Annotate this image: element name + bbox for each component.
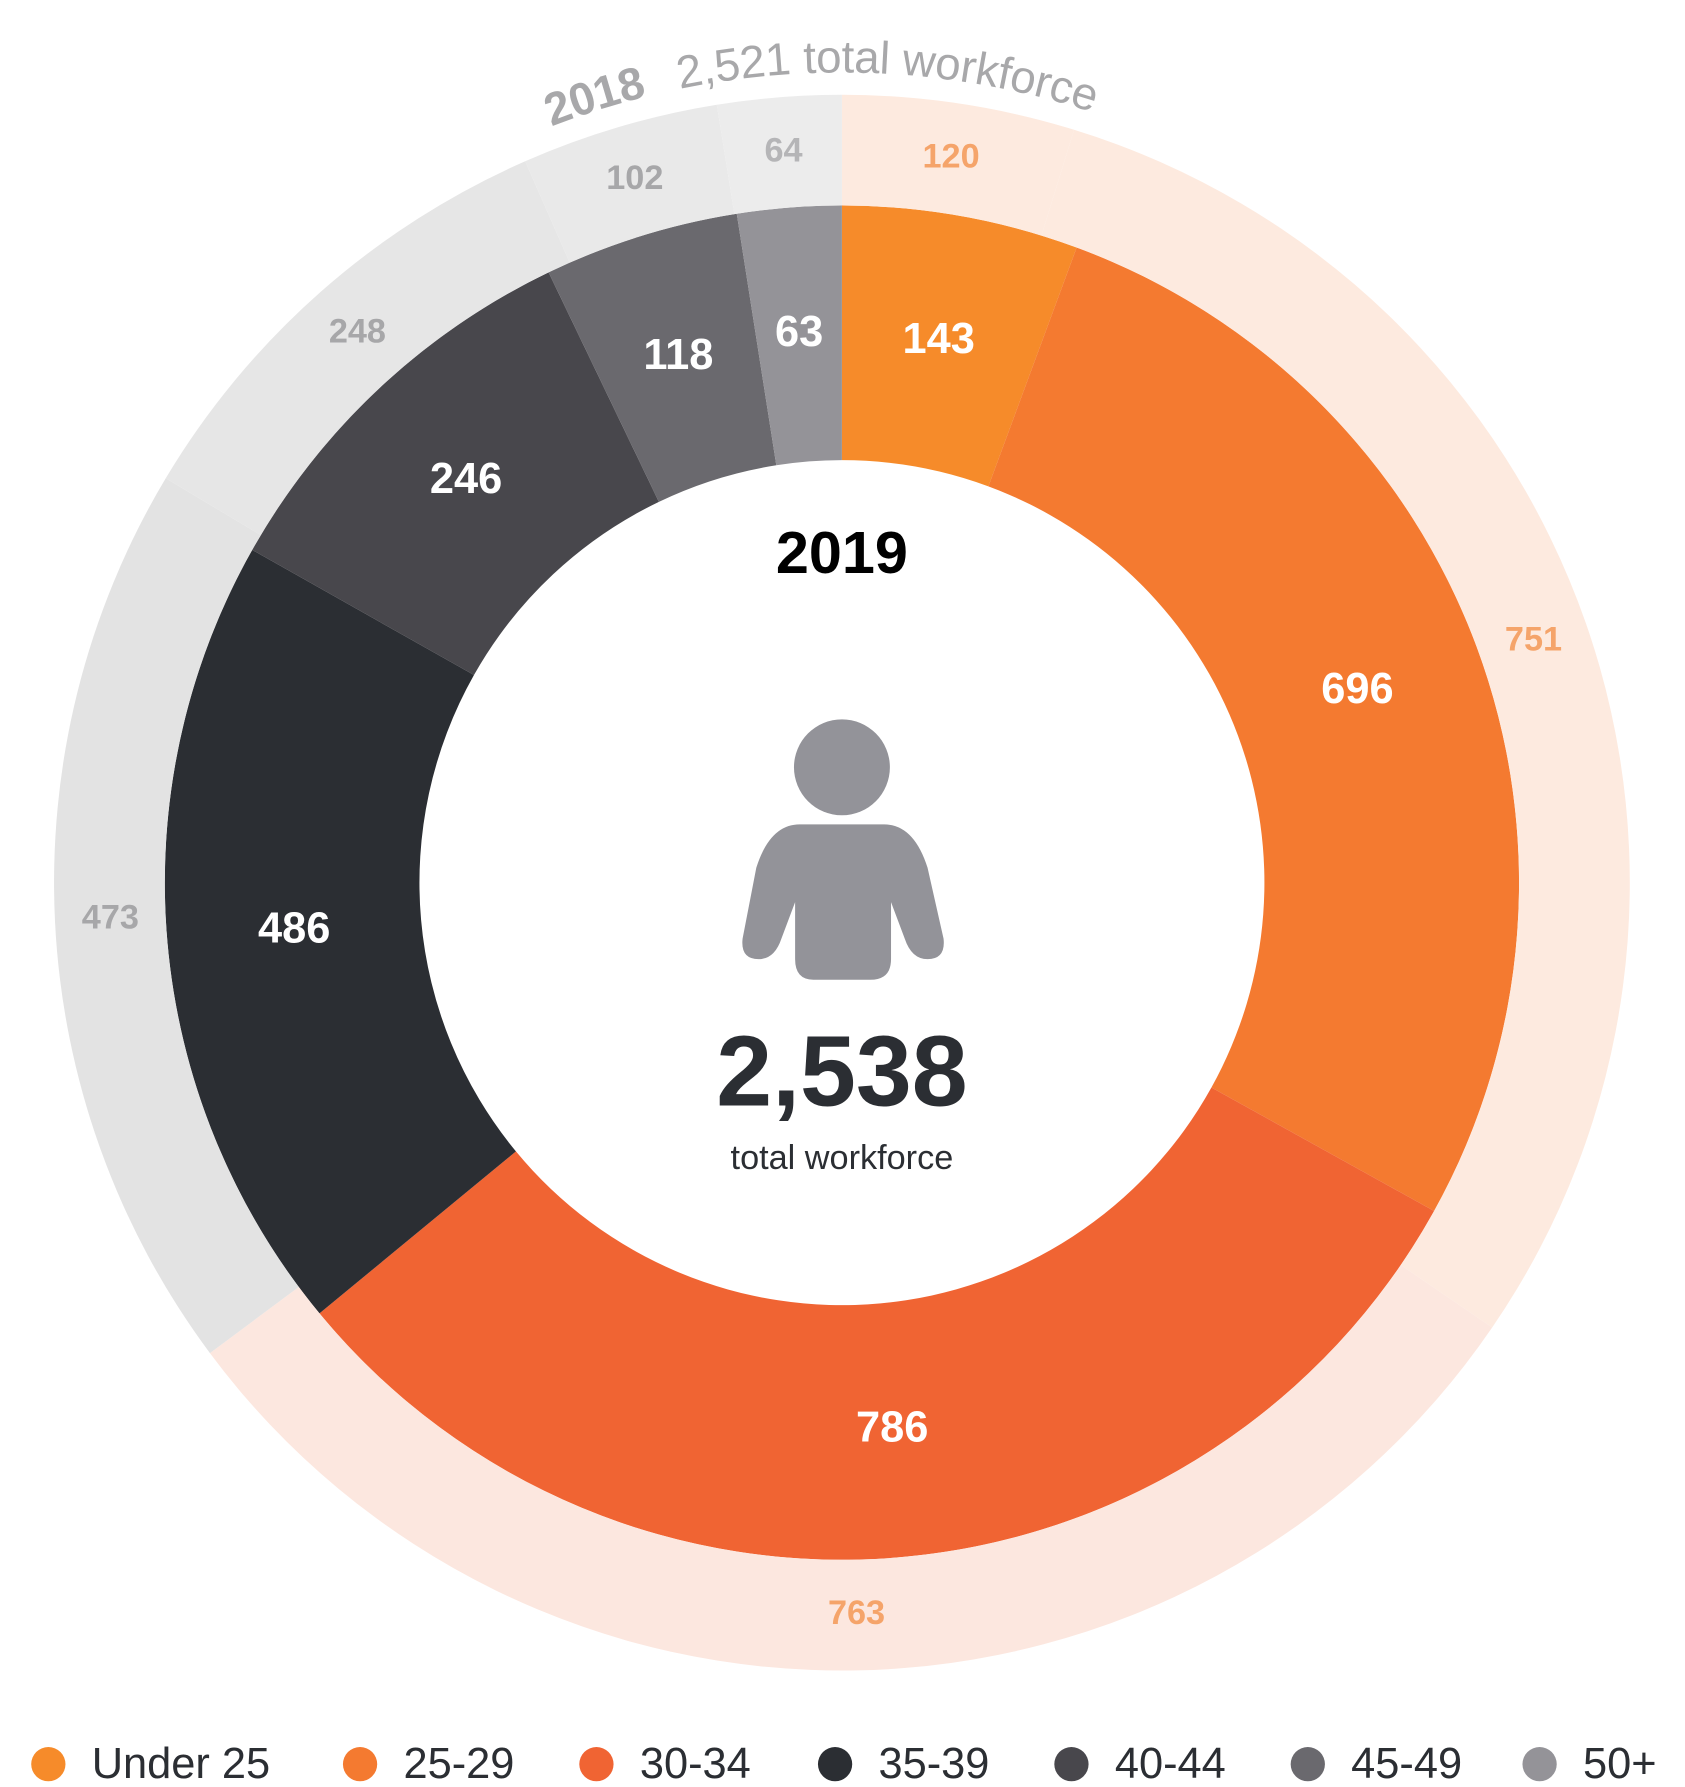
total-caption: total workforce — [731, 1139, 954, 1177]
segment-label: 696 — [1321, 665, 1393, 713]
segment-label: 763 — [828, 1594, 885, 1632]
legend-swatch — [1054, 1747, 1089, 1782]
legend-label: 40-44 — [1115, 1740, 1226, 1787]
segment-label: 786 — [856, 1404, 928, 1452]
segment — [841, 94, 1075, 236]
legend-swatch — [31, 1747, 66, 1782]
legend-label: 50+ — [1583, 1740, 1657, 1787]
segment — [988, 247, 1520, 1211]
segment — [716, 94, 842, 215]
segment — [548, 213, 777, 502]
segment — [319, 1087, 1435, 1560]
segment-label: 143 — [903, 315, 975, 363]
inner-year: 2019 — [776, 519, 908, 586]
legend-swatch — [579, 1747, 614, 1782]
segment-label: 64 — [765, 132, 803, 170]
legend-label: 35-39 — [878, 1740, 989, 1787]
segment-label: 63 — [775, 308, 823, 356]
segment — [736, 205, 842, 466]
person-icon — [742, 719, 944, 980]
total: 2,538 — [716, 1016, 967, 1128]
legend-swatch — [1290, 1747, 1325, 1782]
legend-swatch — [817, 1747, 853, 1782]
legend: Under 25 25-29 30-34 35-39 40-44 45-49 50+ — [31, 1740, 1657, 1787]
segment-label: 246 — [430, 455, 502, 503]
legend-swatch — [1522, 1747, 1557, 1782]
legend-label: Under 25 — [92, 1740, 270, 1787]
segment — [165, 161, 570, 536]
legend-label: 45-49 — [1351, 1740, 1462, 1787]
segment-label: 486 — [258, 904, 330, 952]
legend-label: 25-29 — [403, 1740, 514, 1787]
segment — [252, 272, 659, 676]
segment — [525, 104, 735, 263]
segment-label: 248 — [329, 312, 386, 350]
icon-body — [742, 824, 944, 980]
segment-label: 751 — [1505, 620, 1562, 658]
segment — [841, 205, 1077, 487]
segment-label: 473 — [82, 899, 139, 937]
icon-head — [793, 719, 890, 816]
segment-label: 102 — [606, 159, 663, 197]
rings: 143 696 786 486 246 118 63 120 751 763 473 248 102 64 — [54, 94, 1630, 1671]
segment — [209, 1264, 1493, 1671]
segment — [54, 478, 299, 1354]
legend-swatch — [342, 1747, 378, 1782]
segment — [164, 549, 516, 1314]
segment — [1041, 129, 1630, 1328]
segment-label: 118 — [643, 331, 713, 379]
segment-label: 120 — [922, 137, 979, 175]
legend-label: 30-34 — [640, 1740, 751, 1787]
